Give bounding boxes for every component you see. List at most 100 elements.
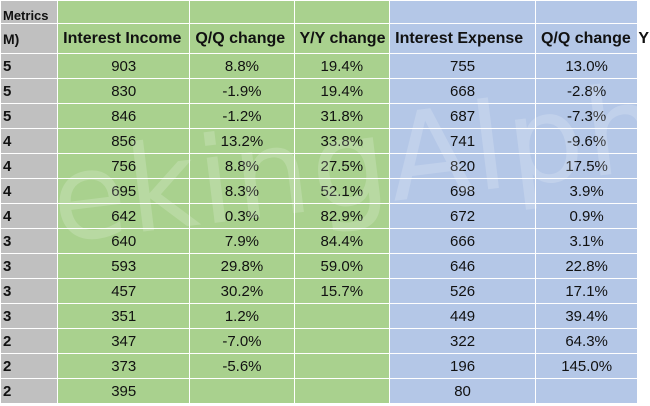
clipped-cell[interactable]	[637, 103, 650, 129]
interest-income-cell[interactable]: 395	[57, 378, 191, 404]
income-qq-change-cell[interactable]: -1.9%	[189, 78, 295, 104]
clipped-cell[interactable]	[637, 328, 650, 354]
header-blank-cell[interactable]	[534, 0, 639, 24]
interest-income-cell[interactable]: 695	[57, 178, 191, 204]
interest-expense-cell[interactable]: 526	[389, 278, 536, 304]
interest-income-cell[interactable]: 347	[57, 328, 191, 354]
interest-income-cell[interactable]: 457	[57, 278, 191, 304]
interest-income-cell[interactable]: 846	[57, 103, 191, 129]
expense-qq-change-cell[interactable]: -2.8%	[534, 78, 639, 104]
interest-expense-cell[interactable]: 668	[389, 78, 536, 104]
period-cell[interactable]: 2	[0, 328, 59, 354]
interest-expense-cell[interactable]: 80	[389, 378, 536, 404]
period-cell[interactable]: 3	[0, 253, 59, 279]
income-qq-change-cell[interactable]: 30.2%	[189, 278, 295, 304]
clipped-cell[interactable]	[637, 78, 650, 104]
income-yy-change-cell[interactable]: 27.5%	[293, 153, 391, 179]
income-yy-change-cell[interactable]	[293, 328, 391, 354]
income-qq-change-cell[interactable]	[189, 378, 295, 404]
clipped-cell[interactable]	[637, 128, 650, 154]
income-yy-change-cell[interactable]: 15.7%	[293, 278, 391, 304]
expense-qq-change-cell[interactable]: 17.1%	[534, 278, 639, 304]
expense-qq-change-cell[interactable]: 22.8%	[534, 253, 639, 279]
clipped-cell[interactable]	[637, 228, 650, 254]
interest-expense-cell[interactable]: 666	[389, 228, 536, 254]
interest-income-cell[interactable]: 830	[57, 78, 191, 104]
header-blank-cell[interactable]	[389, 0, 536, 24]
income-yy-change-cell[interactable]	[293, 353, 391, 379]
income-qq-change-header[interactable]: Q/Q change	[189, 23, 295, 54]
expense-qq-change-cell[interactable]: 13.0%	[534, 53, 639, 79]
interest-expense-cell[interactable]: 741	[389, 128, 536, 154]
income-yy-change-cell[interactable]: 19.4%	[293, 53, 391, 79]
interest-expense-cell[interactable]: 322	[389, 328, 536, 354]
income-qq-change-cell[interactable]: -5.6%	[189, 353, 295, 379]
period-cell[interactable]: 5	[0, 53, 59, 79]
expense-qq-change-cell[interactable]: 17.5%	[534, 153, 639, 179]
expense-qq-change-cell[interactable]: 39.4%	[534, 303, 639, 329]
interest-income-cell[interactable]: 593	[57, 253, 191, 279]
interest-expense-cell[interactable]: 646	[389, 253, 536, 279]
income-yy-change-cell[interactable]: 59.0%	[293, 253, 391, 279]
expense-qq-change-cell[interactable]: -9.6%	[534, 128, 639, 154]
income-qq-change-cell[interactable]: 29.8%	[189, 253, 295, 279]
interest-expense-cell[interactable]: 820	[389, 153, 536, 179]
period-cell[interactable]: 5	[0, 103, 59, 129]
income-qq-change-cell[interactable]: 8.8%	[189, 53, 295, 79]
clipped-cell[interactable]	[637, 353, 650, 379]
header-blank-cell[interactable]	[637, 0, 650, 24]
interest-income-cell[interactable]: 756	[57, 153, 191, 179]
interest-expense-cell[interactable]: 449	[389, 303, 536, 329]
clipped-cell[interactable]	[637, 203, 650, 229]
interest-income-cell[interactable]: 351	[57, 303, 191, 329]
clipped-cell[interactable]	[637, 303, 650, 329]
clipped-cell[interactable]	[637, 378, 650, 404]
expense-qq-change-cell[interactable]: 3.9%	[534, 178, 639, 204]
expense-qq-change-cell[interactable]: -7.3%	[534, 103, 639, 129]
expense-qq-change-header[interactable]: Q/Q change	[534, 23, 639, 54]
period-cell[interactable]: 4	[0, 153, 59, 179]
interest-expense-cell[interactable]: 755	[389, 53, 536, 79]
clipped-header-cell[interactable]: Y	[637, 23, 650, 54]
income-qq-change-cell[interactable]: 8.8%	[189, 153, 295, 179]
period-cell[interactable]: 3	[0, 278, 59, 304]
income-qq-change-cell[interactable]: 0.3%	[189, 203, 295, 229]
period-cell[interactable]: 2	[0, 353, 59, 379]
income-yy-change-cell[interactable]: 84.4%	[293, 228, 391, 254]
period-cell[interactable]: 4	[0, 203, 59, 229]
income-yy-change-cell[interactable]	[293, 378, 391, 404]
income-qq-change-cell[interactable]: -7.0%	[189, 328, 295, 354]
interest-income-cell[interactable]: 903	[57, 53, 191, 79]
clipped-cell[interactable]	[637, 53, 650, 79]
clipped-cell[interactable]	[637, 253, 650, 279]
period-cell[interactable]: 2	[0, 378, 59, 404]
income-qq-change-cell[interactable]: 13.2%	[189, 128, 295, 154]
period-cell[interactable]: 5	[0, 78, 59, 104]
expense-qq-change-cell[interactable]: 3.1%	[534, 228, 639, 254]
income-yy-change-cell[interactable]: 82.9%	[293, 203, 391, 229]
header-blank-cell[interactable]	[57, 0, 191, 24]
interest-income-cell[interactable]: 373	[57, 353, 191, 379]
period-header-cell[interactable]: M)	[0, 23, 59, 54]
income-yy-change-cell[interactable]: 33.8%	[293, 128, 391, 154]
expense-qq-change-cell[interactable]	[534, 378, 639, 404]
expense-qq-change-cell[interactable]: 0.9%	[534, 203, 639, 229]
header-blank-cell[interactable]	[189, 0, 295, 24]
interest-expense-cell[interactable]: 196	[389, 353, 536, 379]
income-yy-change-cell[interactable]: 19.4%	[293, 78, 391, 104]
expense-qq-change-cell[interactable]: 145.0%	[534, 353, 639, 379]
expense-qq-change-cell[interactable]: 64.3%	[534, 328, 639, 354]
income-yy-change-cell[interactable]	[293, 303, 391, 329]
income-qq-change-cell[interactable]: 8.3%	[189, 178, 295, 204]
income-qq-change-cell[interactable]: 7.9%	[189, 228, 295, 254]
income-qq-change-cell[interactable]: -1.2%	[189, 103, 295, 129]
income-yy-change-cell[interactable]: 52.1%	[293, 178, 391, 204]
period-cell[interactable]: 3	[0, 228, 59, 254]
interest-expense-cell[interactable]: 672	[389, 203, 536, 229]
period-cell[interactable]: 4	[0, 128, 59, 154]
interest-income-cell[interactable]: 642	[57, 203, 191, 229]
period-cell[interactable]: 4	[0, 178, 59, 204]
interest-expense-cell[interactable]: 698	[389, 178, 536, 204]
interest-income-cell[interactable]: 856	[57, 128, 191, 154]
income-qq-change-cell[interactable]: 1.2%	[189, 303, 295, 329]
